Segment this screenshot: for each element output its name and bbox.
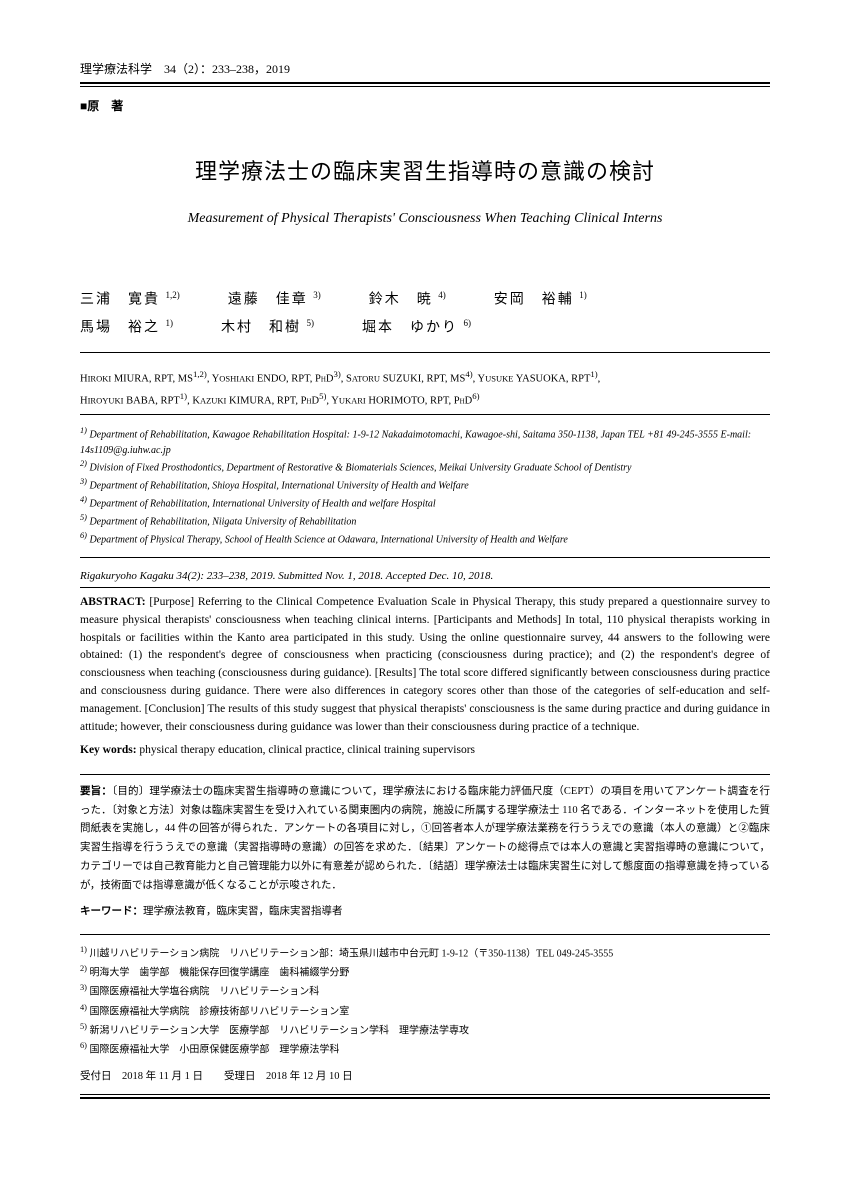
affil-en-6: 6) Department of Physical Therapy, Schoo… xyxy=(80,530,770,548)
journal-header: 理学療法科学 34（2）：233–238，2019 xyxy=(80,60,770,78)
rule-before-abstract xyxy=(80,587,770,588)
keywords-jp-text: 理学療法教育，臨床実習，臨床実習指導者 xyxy=(143,906,343,917)
abstract-japanese: 要旨：〔目的〕理学療法士の臨床実習生指導時の意識について，理学療法における臨床能… xyxy=(80,783,770,896)
affil-jp-3: 3) 国際医療福祉大学塩谷病院 リハビリテーション科 xyxy=(80,981,770,1000)
affil-jp-1: 1) 川越リハビリテーション病院 リハビリテーション部：埼玉県川越市中台元町 1… xyxy=(80,943,770,962)
keywords-en-label: Key words: xyxy=(80,744,137,756)
affiliations-english: 1) Department of Rehabilitation, Kawagoe… xyxy=(80,425,770,547)
affil-jp-2: 2) 明海大学 歯学部 機能保存回復学講座 歯科補綴学分野 xyxy=(80,962,770,981)
rule-before-abstract-jp xyxy=(80,774,770,775)
rule-bottom-thin xyxy=(80,1094,770,1095)
affil-jp-6: 6) 国際医療福祉大学 小田原保健医療学部 理学療法学科 xyxy=(80,1039,770,1058)
keywords-en-text: physical therapy education, clinical pra… xyxy=(137,744,476,756)
keywords-english: Key words: physical therapy education, c… xyxy=(80,742,770,759)
affil-en-3: 3) Department of Rehabilitation, Shioya … xyxy=(80,476,770,494)
affiliations-japanese: 1) 川越リハビリテーション病院 リハビリテーション部：埼玉県川越市中台元町 1… xyxy=(80,943,770,1059)
authors-japanese-line2: 馬場 裕之 1) 木村 和樹 5) 堀本 ゆかり 6) xyxy=(80,317,770,339)
rule-before-affil-jp xyxy=(80,934,770,935)
rule-after-affil-en xyxy=(80,557,770,558)
affil-jp-5: 5) 新潟リハビリテーション大学 医療学部 リハビリテーション学科 理学療法学専… xyxy=(80,1020,770,1039)
title-japanese: 理学療法士の臨床実習生指導時の意識の検討 xyxy=(80,155,770,188)
abstract-en-label: ABSTRACT: xyxy=(80,596,146,608)
abstract-en-text: [Purpose] Referring to the Clinical Comp… xyxy=(80,596,770,733)
section-tag: ■原 著 xyxy=(80,97,770,115)
rule-top-thick xyxy=(80,82,770,84)
abstract-jp-label: 要旨： xyxy=(80,786,112,797)
abstract-english: ABSTRACT: [Purpose] Referring to the Cli… xyxy=(80,594,770,737)
affil-en-4: 4) Department of Rehabilitation, Interna… xyxy=(80,494,770,512)
rule-top-thin xyxy=(80,86,770,87)
keywords-japanese: キーワード：理学療法教育，臨床実習，臨床実習指導者 xyxy=(80,904,770,920)
authors-japanese-line1: 三浦 寛貴 1,2) 遠藤 佳章 3) 鈴木 暁 4) 安岡 裕輔 1) xyxy=(80,289,770,311)
rule-after-authors-jp xyxy=(80,352,770,353)
affil-en-2: 2) Division of Fixed Prosthodontics, Dep… xyxy=(80,458,770,476)
rule-after-authors-en xyxy=(80,414,770,415)
affil-en-5: 5) Department of Rehabilitation, Niigata… xyxy=(80,512,770,530)
citation-line: Rigakuryoho Kagaku 34(2): 233–238, 2019.… xyxy=(80,568,770,585)
title-english: Measurement of Physical Therapists' Cons… xyxy=(80,208,770,229)
abstract-jp-text: 〔目的〕理学療法士の臨床実習生指導時の意識について，理学療法における臨床能力評価… xyxy=(80,786,770,891)
rule-bottom-thick xyxy=(80,1097,770,1099)
affil-jp-4: 4) 国際医療福祉大学病院 診療技術部リハビリテーション室 xyxy=(80,1001,770,1020)
authors-english: HIROKI MIURA, RPT, MS1,2), YOSHIAKI ENDO… xyxy=(80,367,770,410)
affil-en-1: 1) Department of Rehabilitation, Kawagoe… xyxy=(80,425,770,458)
submission-dates: 受付日 2018 年 11 月 1 日 受理日 2018 年 12 月 10 日 xyxy=(80,1069,770,1085)
keywords-jp-label: キーワード： xyxy=(80,906,143,917)
